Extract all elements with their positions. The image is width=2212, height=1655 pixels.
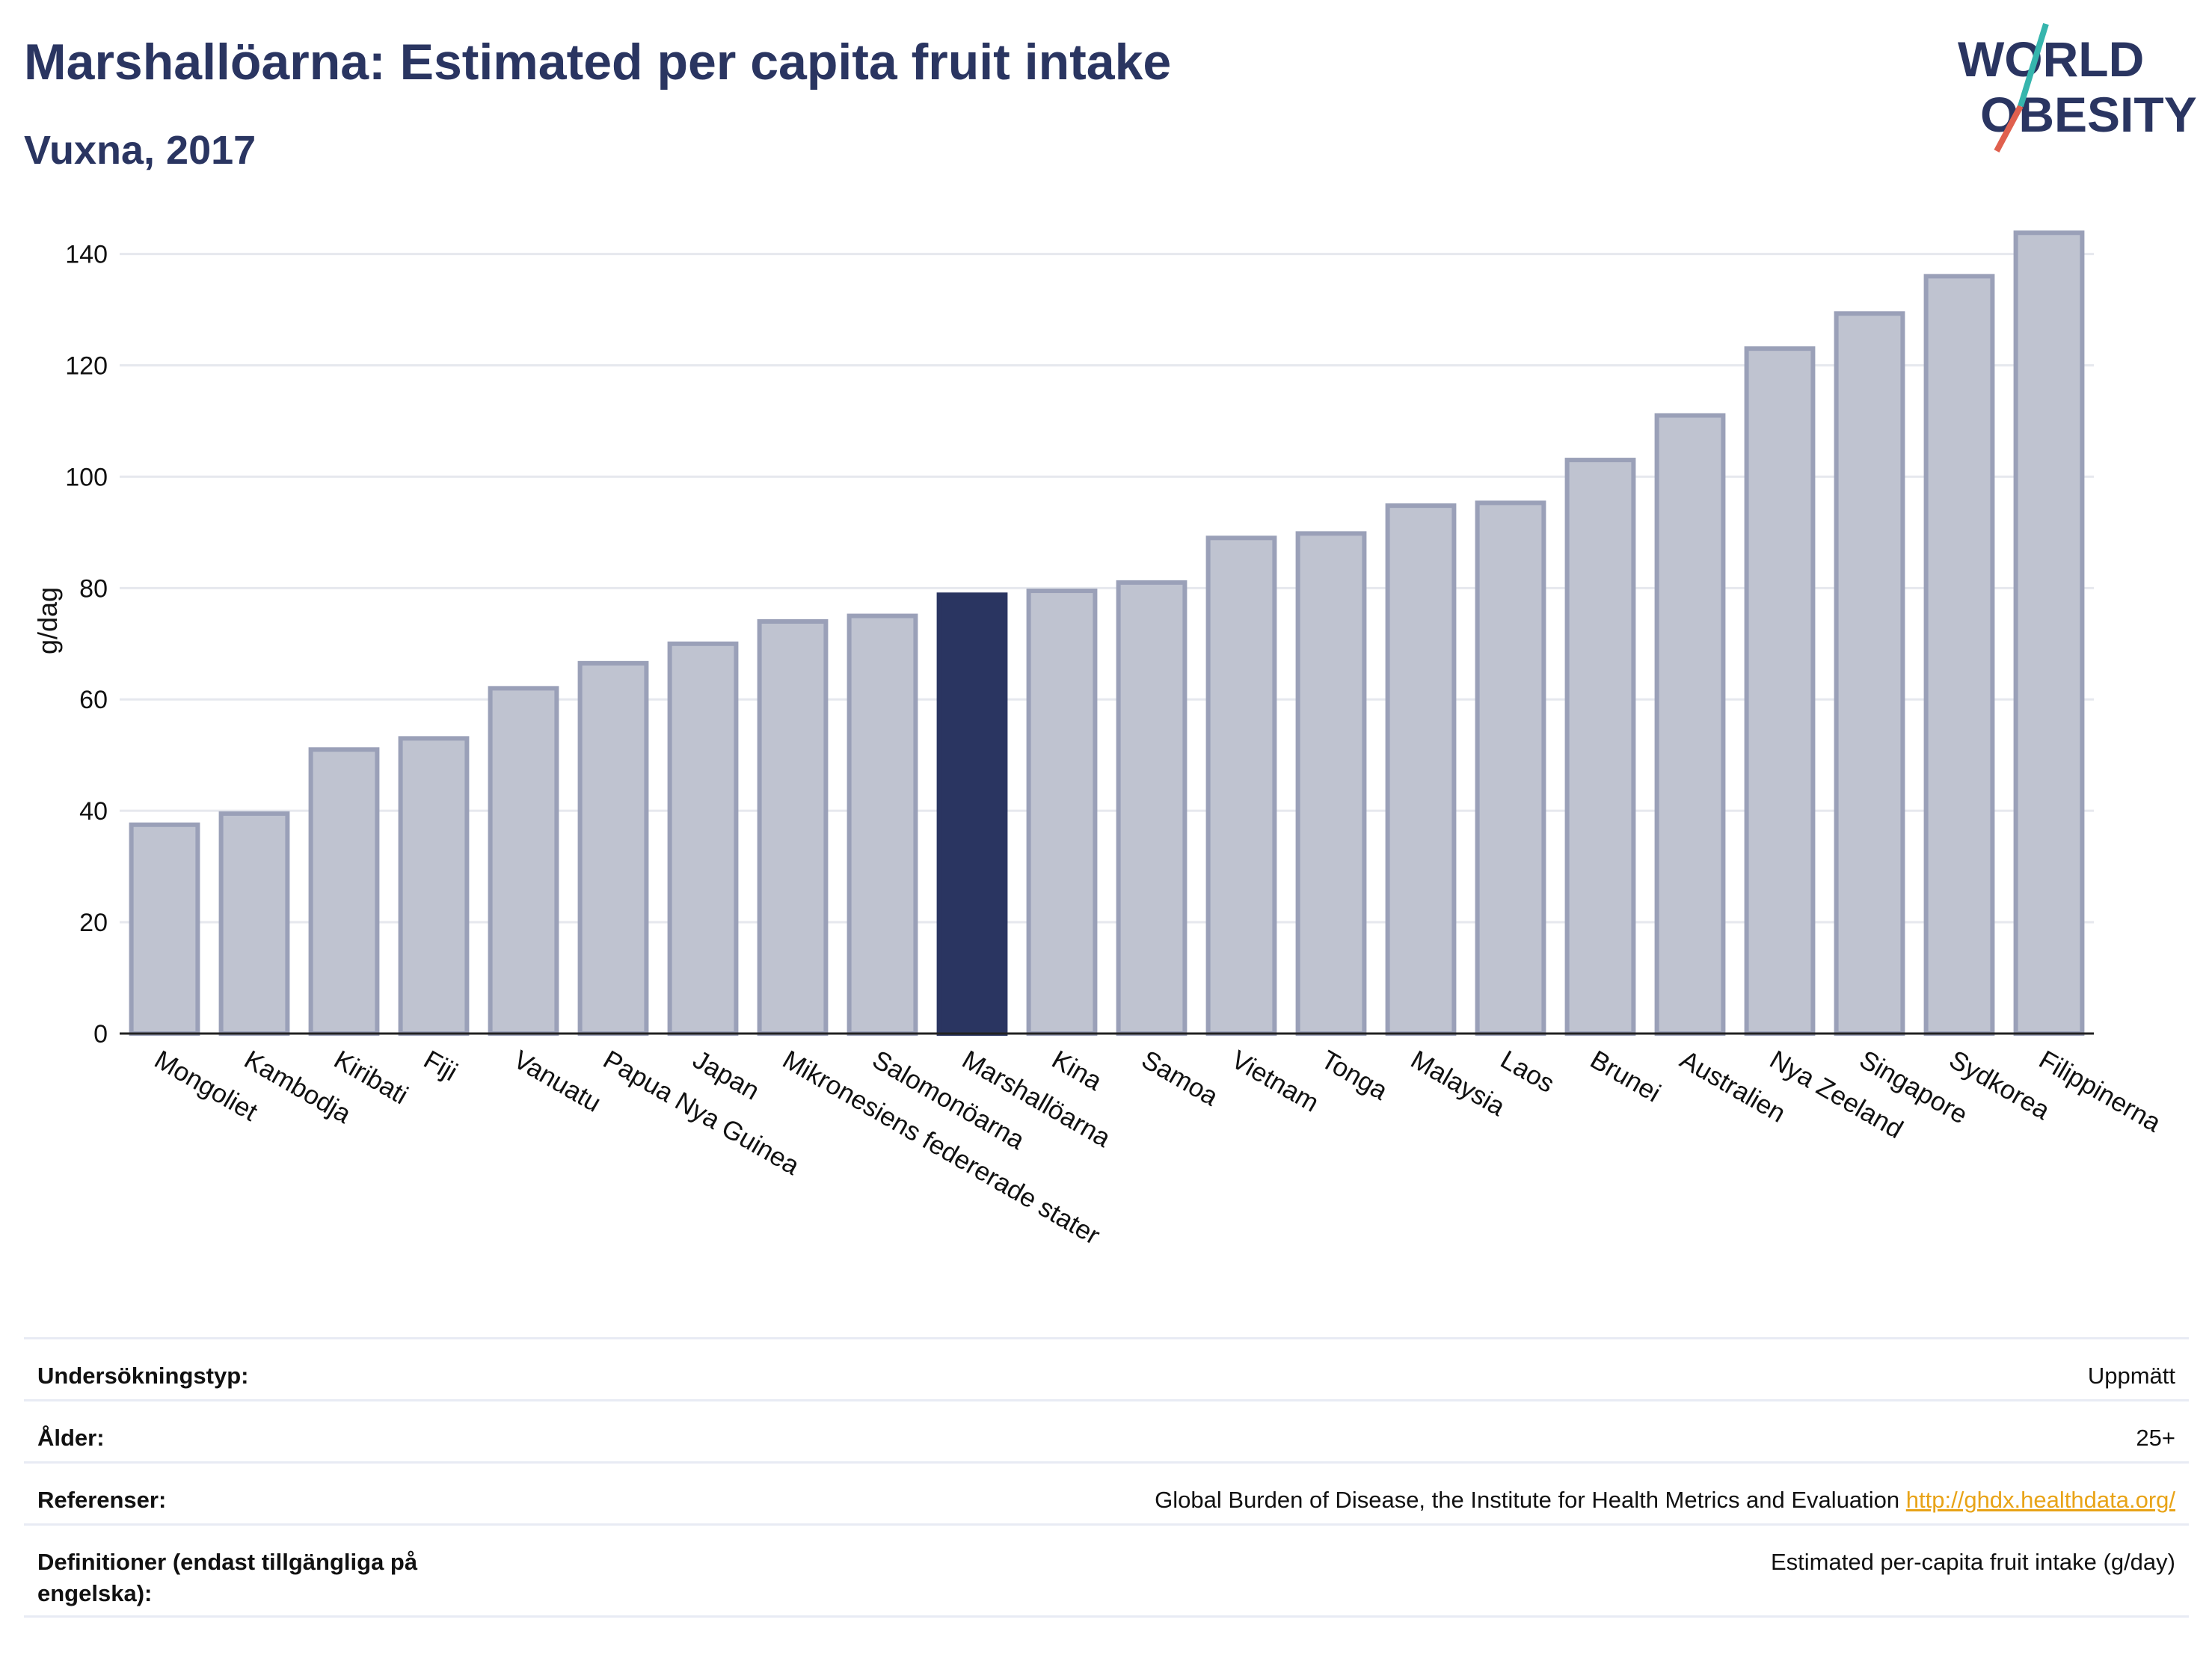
x-tick-label: Brunei — [1585, 1045, 1665, 1108]
meta-label: Undersökningstyp: — [37, 1363, 249, 1389]
x-tick-label: Mongoliet — [150, 1045, 262, 1127]
x-tick-label: Kina — [1047, 1045, 1107, 1096]
y-tick-label: 100 — [65, 463, 108, 491]
bar-malaysia[interactable] — [1385, 503, 1457, 1036]
metadata-table: Undersökningstyp: Uppmätt Ålder: 25+ Ref… — [24, 1337, 2189, 1618]
x-tick-label: Tonga — [1316, 1045, 1393, 1106]
chart-subtitle: Vuxna, 2017 — [24, 128, 256, 173]
y-tick-label: 80 — [79, 574, 108, 603]
x-tick-label: Malaysia — [1406, 1045, 1511, 1122]
meta-row-age: Ålder: 25+ — [24, 1399, 2189, 1461]
world-obesity-logo[interactable]: WORLD OBESITY — [1952, 22, 2199, 157]
y-axis-ticks: 0 20 40 60 80 100 120 140 — [65, 241, 108, 1048]
bar-salomonöarna[interactable] — [847, 613, 918, 1036]
y-tick-label: 120 — [65, 351, 108, 380]
bar-fiji[interactable] — [398, 736, 470, 1036]
bar-kambodja[interactable] — [218, 811, 290, 1036]
bar-nya-zeeland[interactable] — [1744, 346, 1816, 1037]
bar-marshallöarna[interactable] — [936, 592, 1008, 1036]
x-tick-label: Vanuatu — [509, 1045, 606, 1118]
x-tick-label: Fiji — [419, 1045, 462, 1087]
meta-value: Estimated per-capita fruit intake (g/day… — [1770, 1549, 2175, 1575]
bar-tonga[interactable] — [1295, 531, 1367, 1036]
reference-text: Global Burden of Disease, the Institute … — [1155, 1487, 1900, 1513]
y-tick-label: 0 — [93, 1020, 108, 1048]
bar-papua-nya-guinea[interactable] — [577, 660, 649, 1036]
y-axis-label: g/dag — [32, 587, 63, 654]
bar-mongoliet[interactable] — [129, 822, 200, 1036]
bar-australien[interactable] — [1654, 413, 1726, 1036]
meta-row-survey-type: Undersökningstyp: Uppmätt — [24, 1337, 2189, 1399]
x-tick-label: Filippinerna — [2034, 1045, 2166, 1138]
bar-filippinerna[interactable] — [2013, 230, 2085, 1037]
meta-value-wrap: Global Burden of Disease, the Institute … — [1155, 1484, 2175, 1516]
bar-laos[interactable] — [1475, 500, 1546, 1036]
meta-value: Uppmätt — [2087, 1363, 2175, 1389]
bar-brunei[interactable] — [1564, 458, 1636, 1036]
bar-kiribati[interactable] — [308, 747, 380, 1037]
x-tick-label: Vietnam — [1226, 1045, 1324, 1118]
meta-row-definitions: Definitioner (endast tillgängliga på eng… — [24, 1523, 2189, 1618]
bar-vanuatu[interactable] — [488, 686, 559, 1037]
logo-slash-red — [1994, 105, 2024, 153]
chart-title: Marshallöarna: Estimated per capita frui… — [24, 34, 1172, 90]
bar-japan[interactable] — [667, 641, 739, 1036]
meta-value: 25+ — [2136, 1425, 2175, 1451]
y-tick-label: 20 — [79, 909, 108, 937]
logo-slash-teal — [2018, 22, 2049, 108]
bar-kina[interactable] — [1026, 589, 1098, 1036]
y-tick-label: 140 — [65, 241, 108, 269]
x-tick-label: Laos — [1496, 1045, 1559, 1099]
bar-mikronesiens-federerade-stater[interactable] — [757, 619, 829, 1036]
x-tick-label: Samoa — [1137, 1045, 1223, 1111]
bar-vietnam[interactable] — [1205, 535, 1277, 1036]
meta-label: Definitioner (endast tillgängliga på eng… — [37, 1549, 418, 1606]
reference-link[interactable]: http://ghdx.healthdata.org/ — [1905, 1487, 2175, 1513]
meta-label: Ålder: — [37, 1425, 105, 1451]
bars — [120, 230, 2094, 1037]
bar-samoa[interactable] — [1116, 580, 1188, 1036]
x-tick-label: Mikronesiens federerade stater — [778, 1045, 1105, 1250]
y-tick-label: 40 — [79, 797, 108, 826]
bar-singapore[interactable] — [1834, 311, 1905, 1036]
bar-sydkorea[interactable] — [1923, 274, 1995, 1036]
logo-line1: WORLD — [1958, 31, 2144, 87]
y-tick-label: 60 — [79, 686, 108, 714]
meta-row-references: Referenser: Global Burden of Disease, th… — [24, 1461, 2189, 1523]
meta-label: Referenser: — [37, 1487, 167, 1513]
x-tick-label: Marshallöarna — [957, 1045, 1116, 1153]
